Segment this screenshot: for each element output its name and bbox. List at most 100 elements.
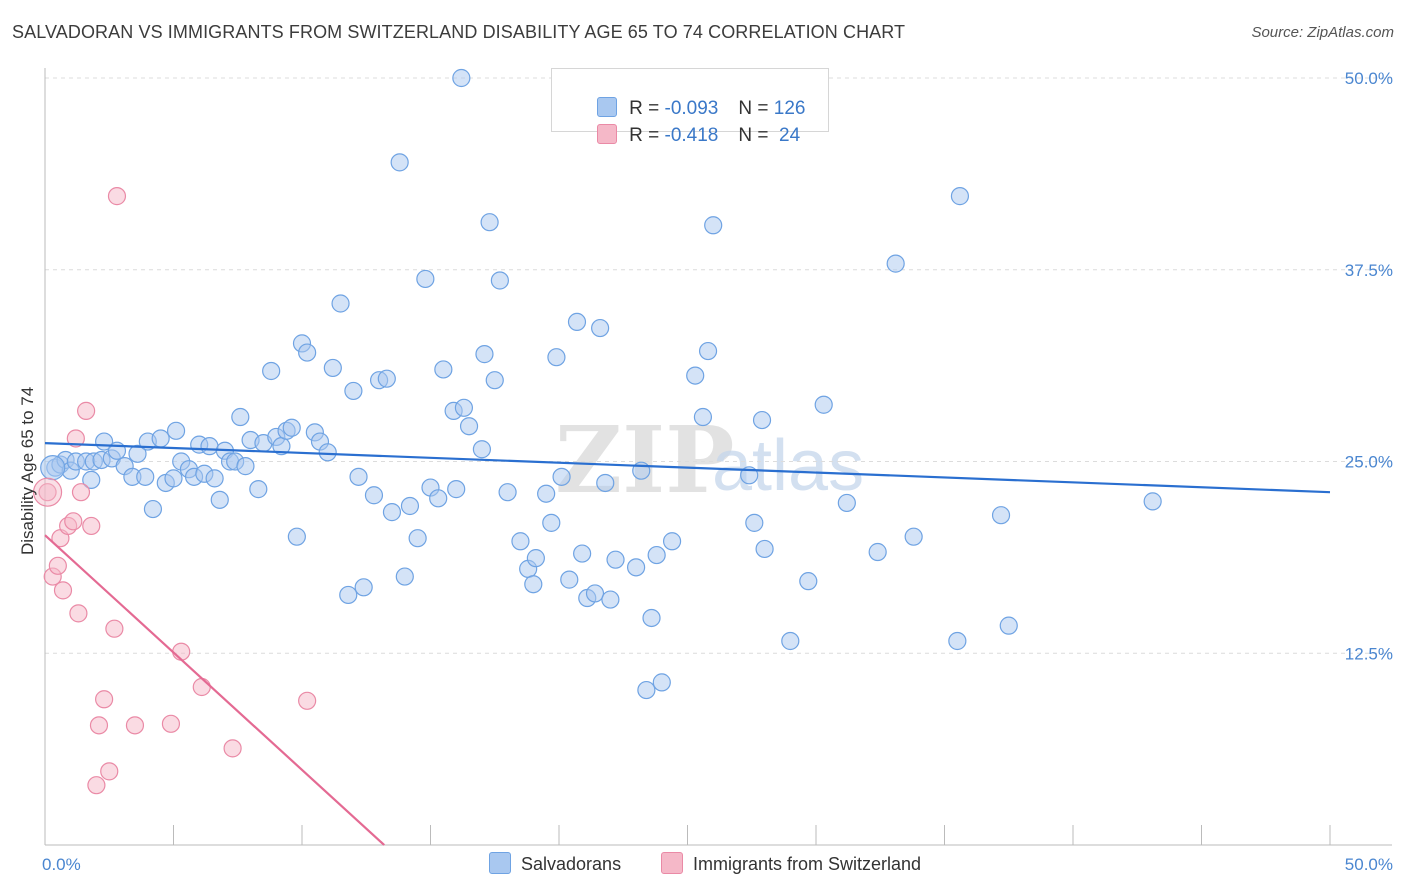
- tick-labels: 12.5% 25.0% 37.5% 50.0% 0.0% 50.0%: [42, 69, 1393, 874]
- data-point: [95, 690, 114, 709]
- bottom-legend-switzerland[interactable]: Immigrants from Switzerland: [661, 852, 921, 875]
- data-point: [837, 493, 856, 513]
- watermark-atlas: atlas: [712, 426, 864, 506]
- data-point: [755, 539, 774, 559]
- data-point: [447, 480, 466, 499]
- data-point: [395, 567, 414, 586]
- data-point: [596, 473, 615, 493]
- bottom-legend-label: Salvadorans: [521, 854, 622, 874]
- data-point: [490, 271, 509, 290]
- data-point: [799, 572, 818, 591]
- data-point: [231, 407, 250, 427]
- data-point: [652, 673, 671, 692]
- data-point: [128, 444, 147, 463]
- data-point: [344, 381, 363, 401]
- data-point: [40, 455, 66, 481]
- data-point: [298, 691, 317, 710]
- data-point: [151, 429, 170, 448]
- data-point: [475, 345, 494, 364]
- data-point: [210, 490, 229, 509]
- data-point: [318, 443, 337, 462]
- data-point: [950, 187, 970, 206]
- data-point: [948, 631, 967, 651]
- data-point: [339, 585, 358, 605]
- data-point: [164, 469, 183, 488]
- legend-n-label: N =: [738, 125, 774, 146]
- data-point: [136, 467, 155, 486]
- source-label: Source: ZipAtlas.com: [1251, 24, 1394, 41]
- data-point: [626, 558, 646, 577]
- data-point: [382, 503, 402, 522]
- legend-swatch-switzerland: [597, 124, 618, 144]
- data-point: [452, 68, 471, 88]
- legend-n-value: 126: [773, 98, 806, 119]
- data-point: [526, 549, 545, 568]
- data-point: [524, 575, 543, 594]
- bottom-legend-salvadorans[interactable]: Salvadorans: [489, 852, 621, 875]
- data-point: [781, 631, 800, 651]
- data-point: [192, 677, 211, 697]
- legend-row-switzerland: R = -0.418 N = 24: [576, 102, 800, 146]
- legend-swatch-salvadorans: [597, 97, 618, 117]
- legend-r-label: R =: [629, 98, 665, 119]
- data-point: [100, 762, 119, 781]
- legend-r-value: -0.093: [664, 98, 719, 119]
- data-point: [71, 483, 91, 502]
- data-point: [485, 371, 504, 390]
- data-point: [693, 407, 713, 427]
- y-tick-label: 25.0%: [1345, 453, 1393, 472]
- data-point: [704, 216, 723, 235]
- data-point: [77, 401, 96, 420]
- data-point: [172, 642, 191, 661]
- data-point: [105, 619, 124, 638]
- data-point: [87, 776, 106, 795]
- series-immigrants-from-switzerland: [32, 187, 317, 795]
- x-tick-label: 50.0%: [1345, 855, 1393, 874]
- data-point: [552, 467, 571, 486]
- data-point: [991, 506, 1011, 525]
- data-point: [480, 213, 499, 232]
- data-point: [886, 254, 905, 273]
- data-point: [38, 483, 57, 502]
- trend-line-0: [44, 441, 1331, 494]
- data-point: [89, 716, 109, 735]
- data-point: [429, 489, 448, 508]
- trend-line-1: [44, 534, 385, 846]
- data-point: [161, 714, 181, 733]
- data-point: [400, 496, 420, 516]
- y-axis-label: Disability Age 65 to 74: [18, 387, 37, 555]
- data-point: [498, 483, 517, 502]
- data-point: [745, 513, 764, 532]
- chart-title: SALVADORAN VS IMMIGRANTS FROM SWITZERLAN…: [12, 22, 906, 42]
- data-point: [560, 570, 579, 589]
- data-point: [298, 343, 317, 362]
- data-point: [53, 581, 73, 600]
- data-point: [999, 616, 1018, 635]
- legend-r-label: R =: [629, 125, 665, 146]
- legend-n-label: N =: [738, 98, 774, 119]
- data-point: [64, 512, 83, 531]
- data-point: [282, 418, 301, 437]
- data-point: [287, 527, 306, 546]
- data-point: [454, 398, 474, 417]
- axes: [44, 68, 1392, 846]
- data-point: [323, 358, 342, 378]
- data-point: [472, 440, 491, 459]
- data-point: [416, 269, 435, 289]
- bottom-legend-swatch-salvadorans: [489, 852, 511, 874]
- data-point: [591, 318, 610, 338]
- data-point: [637, 680, 656, 700]
- data-point: [82, 516, 101, 536]
- data-point: [125, 716, 145, 735]
- data-point: [814, 395, 833, 414]
- data-point: [698, 341, 718, 361]
- data-point: [262, 361, 281, 381]
- data-point: [642, 608, 661, 628]
- legend-r-value: -0.418: [664, 125, 719, 146]
- data-point: [166, 421, 186, 440]
- bottom-legend-swatch-switzerland: [661, 852, 683, 874]
- data-point: [573, 544, 592, 563]
- y-tick-label: 37.5%: [1345, 261, 1393, 280]
- data-point: [143, 499, 163, 519]
